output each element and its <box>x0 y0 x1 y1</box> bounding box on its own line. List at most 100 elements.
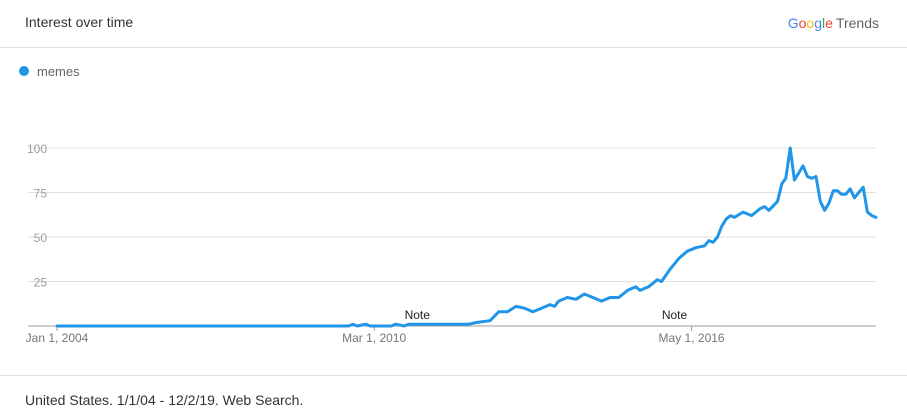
card-header: Interest over time Google Trends <box>0 0 907 48</box>
data-point <box>635 286 637 288</box>
data-point <box>729 214 732 217</box>
data-point <box>429 323 431 325</box>
data-point <box>467 323 470 325</box>
data-point <box>811 177 813 180</box>
google-trends-logo[interactable]: Google Trends <box>788 15 879 31</box>
data-point <box>515 305 517 308</box>
data-point <box>845 193 847 196</box>
data-point <box>866 211 869 213</box>
data-point <box>785 177 787 180</box>
data-point <box>708 239 710 242</box>
data-point <box>557 300 560 302</box>
data-point <box>56 325 58 327</box>
data-point <box>703 245 706 247</box>
data-point <box>489 319 491 322</box>
data-point <box>862 186 864 188</box>
brand-letter: g <box>814 15 823 31</box>
data-point <box>365 323 367 325</box>
y-tick-label: 25 <box>34 276 48 290</box>
x-tick-label: May 1, 2016 <box>659 331 725 345</box>
footer-caption: United States. 1/1/04 - 12/2/19. Web Sea… <box>25 392 304 408</box>
brand-letter: G <box>787 15 799 31</box>
data-point <box>832 189 835 192</box>
data-point <box>639 289 641 292</box>
data-point <box>750 214 753 217</box>
data-point <box>352 323 354 325</box>
data-point <box>506 311 509 313</box>
data-point <box>390 325 393 327</box>
data-point <box>823 209 826 212</box>
legend-dot-icon <box>19 66 29 76</box>
note-annotation[interactable]: Note <box>405 308 431 322</box>
data-point <box>394 323 397 325</box>
brand-letter: o <box>806 15 815 31</box>
data-point <box>849 188 851 190</box>
y-tick-label: 75 <box>34 187 48 201</box>
brand-letter: l <box>822 15 826 31</box>
y-tick-label: 50 <box>34 231 48 245</box>
card-footer: United States. 1/1/04 - 12/2/19. Web Sea… <box>0 375 907 419</box>
line-chart: 25 50 75 100 Jan 1, 2004 Mar 1, 2010 May 1, 20… <box>26 142 878 345</box>
data-point <box>763 205 766 208</box>
data-point <box>802 165 804 167</box>
brand-product: Trends <box>835 15 879 31</box>
data-point <box>669 268 671 270</box>
chart-legend: memes <box>19 63 80 79</box>
data-point <box>768 209 770 212</box>
data-point <box>695 246 697 249</box>
data-point <box>523 307 526 309</box>
data-point <box>600 300 603 302</box>
data-point <box>575 298 577 301</box>
data-point <box>742 211 744 213</box>
data-point <box>626 289 629 292</box>
brand-letter: e <box>825 15 833 31</box>
data-point <box>720 225 723 228</box>
data-point <box>403 325 406 327</box>
data-point <box>836 189 839 192</box>
data-point <box>875 216 877 219</box>
data-point <box>617 296 620 299</box>
data-point <box>647 286 650 288</box>
data-point <box>716 236 719 238</box>
data-point <box>815 175 817 178</box>
data-point <box>840 193 843 196</box>
data-point <box>566 296 569 299</box>
y-tick-label: 100 <box>27 142 47 156</box>
data-point <box>853 197 856 199</box>
data-point <box>532 311 534 313</box>
data-point <box>858 191 860 194</box>
brand-letter: o <box>798 15 807 31</box>
data-point <box>806 175 809 178</box>
data-point <box>407 323 410 325</box>
data-point <box>776 200 779 203</box>
data-point <box>476 321 478 324</box>
data-point <box>725 218 727 220</box>
x-tick-label: Jan 1, 2004 <box>26 331 89 345</box>
data-point <box>549 303 551 306</box>
data-point <box>592 296 594 299</box>
data-point <box>583 293 586 295</box>
data-point <box>609 296 611 299</box>
data-point <box>347 325 350 327</box>
data-point <box>733 216 736 219</box>
data-point <box>789 147 791 149</box>
data-point <box>798 172 800 174</box>
data-point <box>819 200 822 203</box>
x-tick-label: Mar 1, 2010 <box>342 331 406 345</box>
data-point <box>656 278 659 281</box>
data-point <box>686 250 689 252</box>
data-point <box>540 307 543 309</box>
data-point <box>759 207 762 210</box>
data-point <box>828 202 830 204</box>
data-point <box>497 311 500 313</box>
data-point <box>553 305 556 308</box>
data-point <box>369 325 372 327</box>
data-point <box>678 257 680 260</box>
data-point <box>660 280 663 283</box>
data-point <box>356 325 359 327</box>
card-title: Interest over time <box>25 14 134 30</box>
note-annotation[interactable]: Note <box>662 308 688 322</box>
data-point <box>871 214 873 217</box>
data-point <box>712 241 714 244</box>
